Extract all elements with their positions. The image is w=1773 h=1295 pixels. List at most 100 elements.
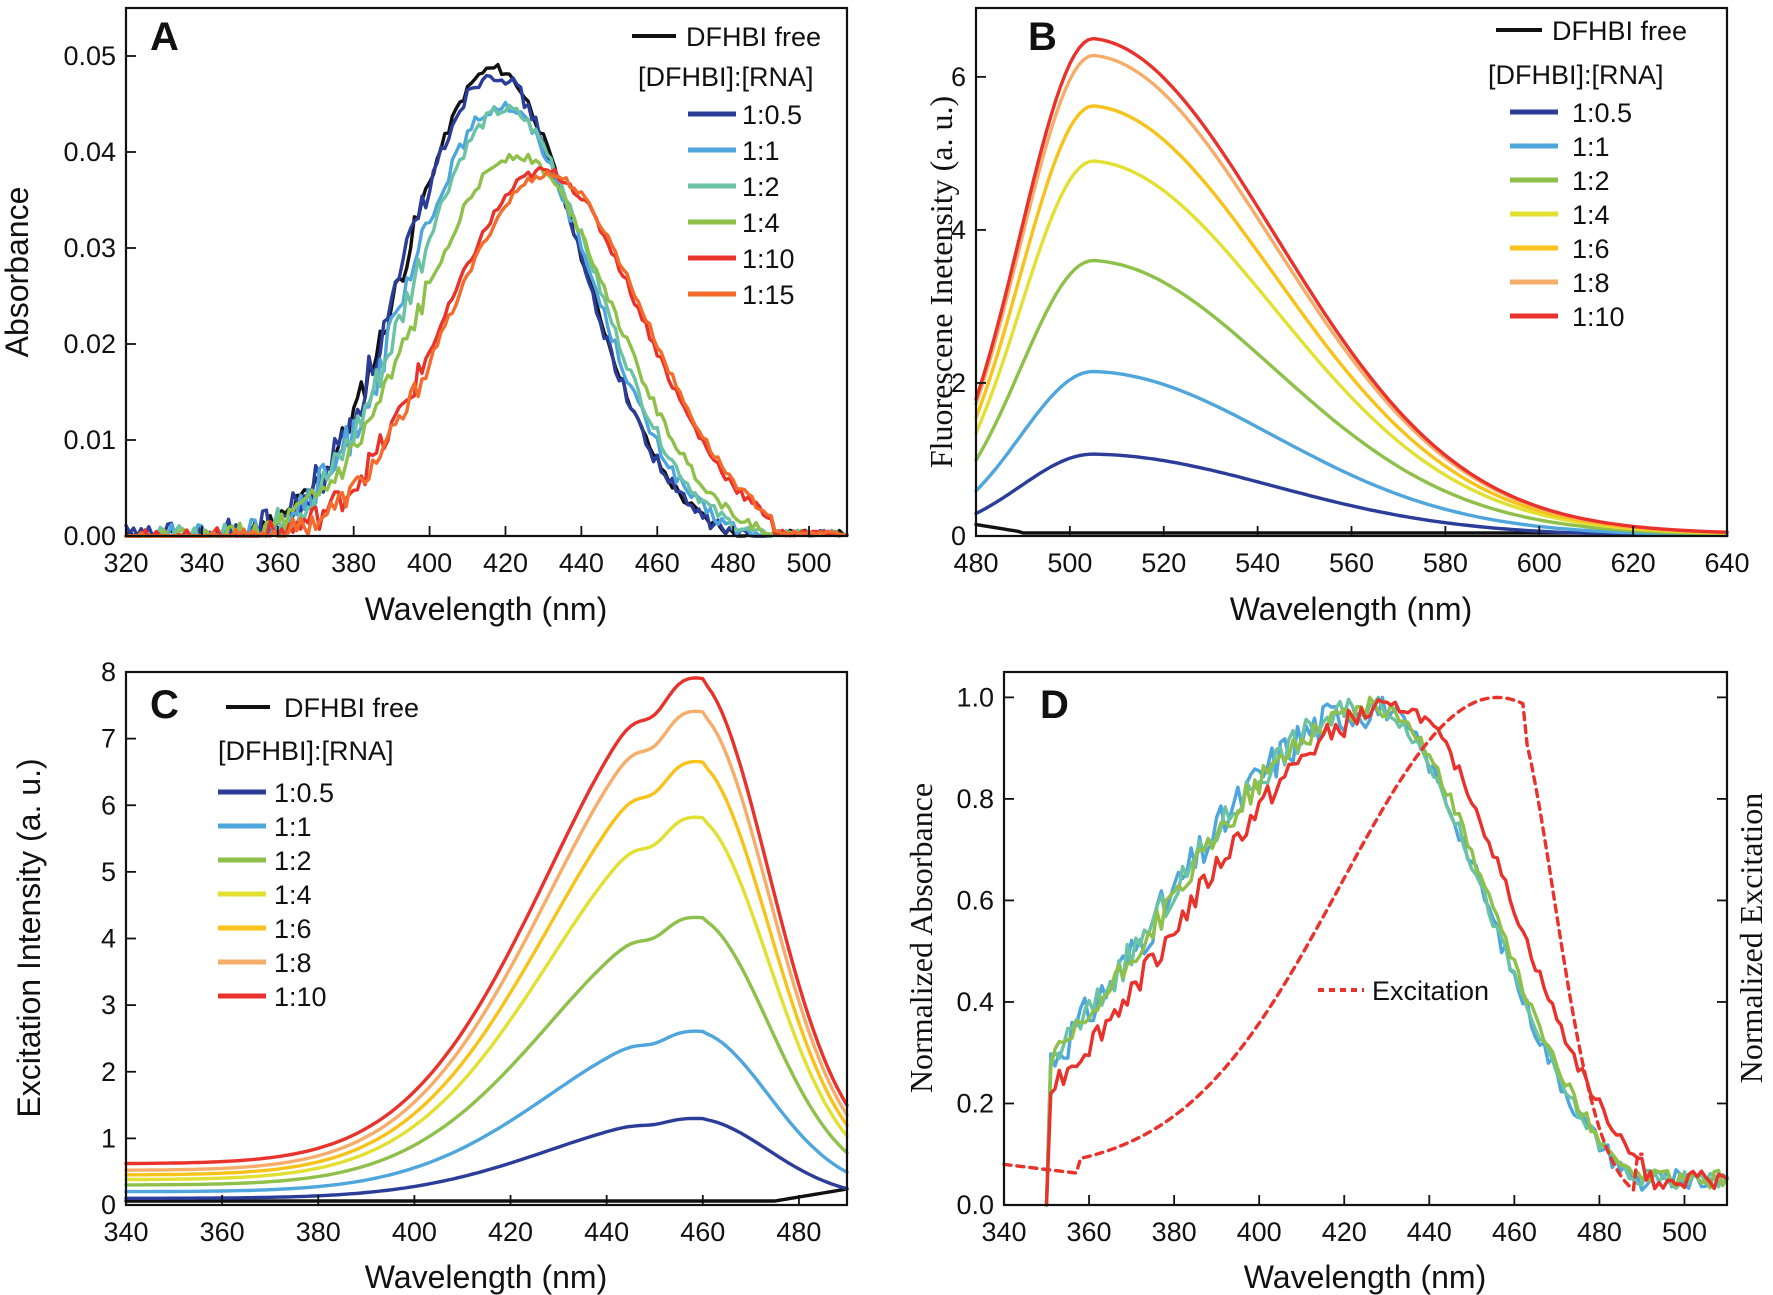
panel-c-legend: DFHBI free [DFHBI]:[RNA] 1:0.5 1:1 1:2 1:4 1…	[218, 693, 419, 1012]
panel-d-xtick-label: 360	[1067, 1217, 1112, 1247]
panel-c-curves	[124, 676, 849, 1203]
panel-c-ytick-label: 0	[101, 1190, 116, 1220]
panel-d-xtick-label: 500	[1662, 1217, 1707, 1247]
panel-b-ticks: 480 500 520 540 560 580 600 620 640 0 2 4 6	[951, 62, 1750, 578]
legend-c-free-label: DFHBI free	[284, 693, 419, 723]
legend-a-label: 1:10	[742, 244, 795, 274]
series-b-1-4	[974, 159, 1729, 535]
panel-b-xtick-label: 520	[1141, 548, 1186, 578]
panel-b-xlabel: Wavelength (nm)	[1230, 591, 1472, 627]
panel-c-ytick-label: 8	[101, 657, 116, 687]
panel-a: 320 340 360 380 400 420 440 460 480 500 0.00 0.01 0.…	[0, 6, 849, 627]
series-c-1-4	[124, 815, 849, 1182]
series-c-1-2	[124, 915, 849, 1187]
panel-c-xtick-label: 340	[103, 1217, 148, 1247]
panel-d-ytick-label: 0.8	[956, 784, 994, 814]
series-b-1-10	[974, 36, 1729, 534]
panel-a-ytick-label: 0.00	[63, 521, 116, 551]
legend-c-label: 1:10	[274, 982, 327, 1012]
panel-d-xtick-label: 380	[1152, 1217, 1197, 1247]
panel-a-xtick-label: 460	[635, 548, 680, 578]
panel-b-ytick-label: 0	[951, 521, 966, 551]
panel-d-xtick-label: 480	[1577, 1217, 1622, 1247]
panel-b-xtick-label: 580	[1423, 548, 1468, 578]
panel-a-ytick-label: 0.02	[63, 329, 116, 359]
legend-a-label: 1:15	[742, 280, 795, 310]
panel-b: 480 500 520 540 560 580 600 620 640 0 2 4 6 B Wavele…	[923, 6, 1750, 627]
panel-d-curves	[1002, 695, 1729, 1207]
panel-c-xtick-label: 440	[584, 1217, 629, 1247]
series-a-1-10	[124, 165, 849, 538]
series-c-1-8	[124, 709, 849, 1172]
series-a-1-0-5	[124, 73, 849, 538]
legend-b-label: 1:6	[1572, 234, 1610, 264]
panel-c-ytick-label: 2	[101, 1057, 116, 1087]
panel-b-letter: B	[1028, 15, 1057, 59]
panel-b-xtick-label: 480	[953, 548, 998, 578]
legend-c-header: [DFHBI]:[RNA]	[218, 736, 394, 766]
panel-a-ytick-label: 0.03	[63, 233, 116, 263]
series-b-1-2	[974, 258, 1729, 536]
panel-b-ytick-label: 4	[951, 215, 966, 245]
panel-c-xlabel: Wavelength (nm)	[365, 1259, 607, 1295]
legend-b-label: 1:4	[1572, 200, 1610, 230]
panel-d-ylabel-right: Normalized Excitation	[1733, 793, 1769, 1084]
legend-b-label: 1:10	[1572, 302, 1625, 332]
panel-d-ytick-label: 0.0	[956, 1190, 994, 1220]
panel-c-ytick-label: 5	[101, 857, 116, 887]
panel-d-xtick-label: 440	[1407, 1217, 1452, 1247]
legend-a-free-label: DFHBI free	[686, 22, 821, 52]
legend-b-header: [DFHBI]:[RNA]	[1488, 60, 1664, 90]
panel-c-ticks: 340 360 380 400 420 440 460 480 0 1 2 3 4 5 6 7 8	[101, 657, 821, 1247]
series-c-1-1	[124, 1029, 849, 1194]
panel-a-xtick-label: 380	[331, 548, 376, 578]
panel-d-xlabel: Wavelength (nm)	[1244, 1259, 1486, 1295]
panel-c-xtick-label: 460	[680, 1217, 725, 1247]
panel-b-ytick-label: 2	[951, 368, 966, 398]
series-a-dfhbi-free	[124, 62, 849, 538]
panel-c: 340 360 380 400 420 440 460 480 0 1 2 3 4 5 6 7 8 C Wave…	[11, 657, 849, 1295]
panel-c-xtick-label: 380	[296, 1217, 341, 1247]
panel-c-xtick-label: 400	[392, 1217, 437, 1247]
panel-a-xtick-label: 320	[103, 548, 148, 578]
panel-d: 340 360 380 400 420 440 460 480 500 0.0 0.2 0.4 0.6 0…	[903, 670, 1769, 1295]
panel-a-ytick-label: 0.04	[63, 137, 116, 167]
panel-d-ytick-label: 1.0	[956, 682, 994, 712]
panel-c-xtick-label: 360	[200, 1217, 245, 1247]
panel-a-xtick-label: 340	[179, 548, 224, 578]
panel-a-xtick-label: 500	[787, 548, 832, 578]
legend-c-label: 1:8	[274, 948, 312, 978]
panel-c-ytick-label: 1	[101, 1123, 116, 1153]
legend-c-label: 1:4	[274, 880, 312, 910]
series-c-1-0-5	[124, 1116, 849, 1200]
legend-a-label: 1:4	[742, 208, 780, 238]
panel-b-xtick-label: 620	[1611, 548, 1656, 578]
panel-d-ytick-label: 0.6	[956, 885, 994, 915]
panel-b-legend: DFHBI free [DFHBI]:[RNA] 1:0.5 1:1 1:2 1:4 1…	[1488, 16, 1687, 332]
panel-b-xtick-label: 540	[1235, 548, 1280, 578]
panel-a-ylabel: Absorbance	[0, 187, 35, 358]
panel-a-ytick-label: 0.05	[63, 41, 116, 71]
panel-d-xtick-label: 420	[1322, 1217, 1367, 1247]
panel-c-ytick-label: 3	[101, 990, 116, 1020]
panel-c-ytick-label: 4	[101, 924, 116, 954]
panel-b-xtick-label: 560	[1329, 548, 1374, 578]
legend-b-label: 1:2	[1572, 166, 1610, 196]
panel-d-ylabel: Normalized Absorbance	[903, 783, 939, 1093]
legend-b-label: 1:8	[1572, 268, 1610, 298]
panel-d-ticks: 340 360 380 400 420 440 460 480 500 0.0 0.2 0.4 0.6 0…	[956, 682, 1727, 1247]
panel-a-xtick-label: 400	[407, 548, 452, 578]
panel-d-ytick-label: 0.4	[956, 987, 994, 1017]
panel-a-xlabel: Wavelength (nm)	[365, 591, 607, 627]
series-d-1-1	[1044, 695, 1729, 1207]
legend-a-label: 1:1	[742, 136, 780, 166]
panel-d-xtick-label: 400	[1237, 1217, 1282, 1247]
panel-d-xtick-label: 460	[1492, 1217, 1537, 1247]
panel-a-ticks: 320 340 360 380 400 420 440 460 480 500 0.00 0.01 0.…	[63, 41, 831, 578]
panel-a-xtick-label: 480	[711, 548, 756, 578]
legend-b-free-label: DFHBI free	[1552, 16, 1687, 46]
legend-a-label: 1:2	[742, 172, 780, 202]
legend-c-label: 1:2	[274, 846, 312, 876]
series-b-1-0-5	[974, 452, 1729, 538]
